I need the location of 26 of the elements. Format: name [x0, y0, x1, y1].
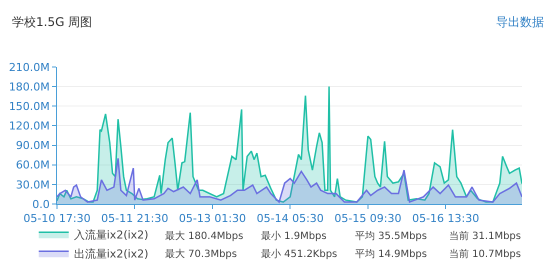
- y-tick-label: 120.0M: [8, 120, 50, 133]
- y-tick-label: 210.0M: [8, 60, 50, 74]
- text: 最大 180.4Mbps: [165, 230, 244, 242]
- y-tick-label: 30.0M: [16, 178, 50, 192]
- text: 最小 451.2Kbps: [261, 248, 338, 260]
- text: 平均 14.9Mbps: [355, 248, 427, 260]
- x-tick-label: 05-13 01:30: [178, 212, 246, 226]
- y-tick-label: 60.0M: [16, 158, 50, 172]
- text: 最小 1.9Mbps: [261, 230, 327, 242]
- text: 导出数据: [496, 15, 544, 29]
- text: 当前 10.7Mbps: [449, 248, 521, 260]
- text: 平均 35.5Mbps: [355, 230, 427, 242]
- y-tick-label: 150.0M: [8, 100, 50, 113]
- x-tick-label: 05-16 13:30: [412, 212, 480, 226]
- x-tick-label: 05-11 21:30: [101, 212, 168, 226]
- y-tick-label: 90.0M: [16, 139, 50, 152]
- text: 最大 70.3Mbps: [165, 248, 237, 260]
- legend-label: 入流量ix2(ix2): [74, 228, 148, 242]
- y-tick-label: 0.0: [32, 198, 50, 211]
- text: 当前 31.1Mbps: [449, 230, 521, 242]
- x-tick-label: 05-14 05:30: [256, 212, 324, 226]
- x-tick-label: 05-15 09:30: [334, 212, 402, 226]
- x-tick-label: 05-10 17:30: [23, 212, 91, 226]
- legend-label: 出流量ix2(ix2): [74, 248, 148, 261]
- chart-title: 学校1.5G 周图: [12, 15, 92, 30]
- y-tick-label: 180.0M: [8, 80, 50, 94]
